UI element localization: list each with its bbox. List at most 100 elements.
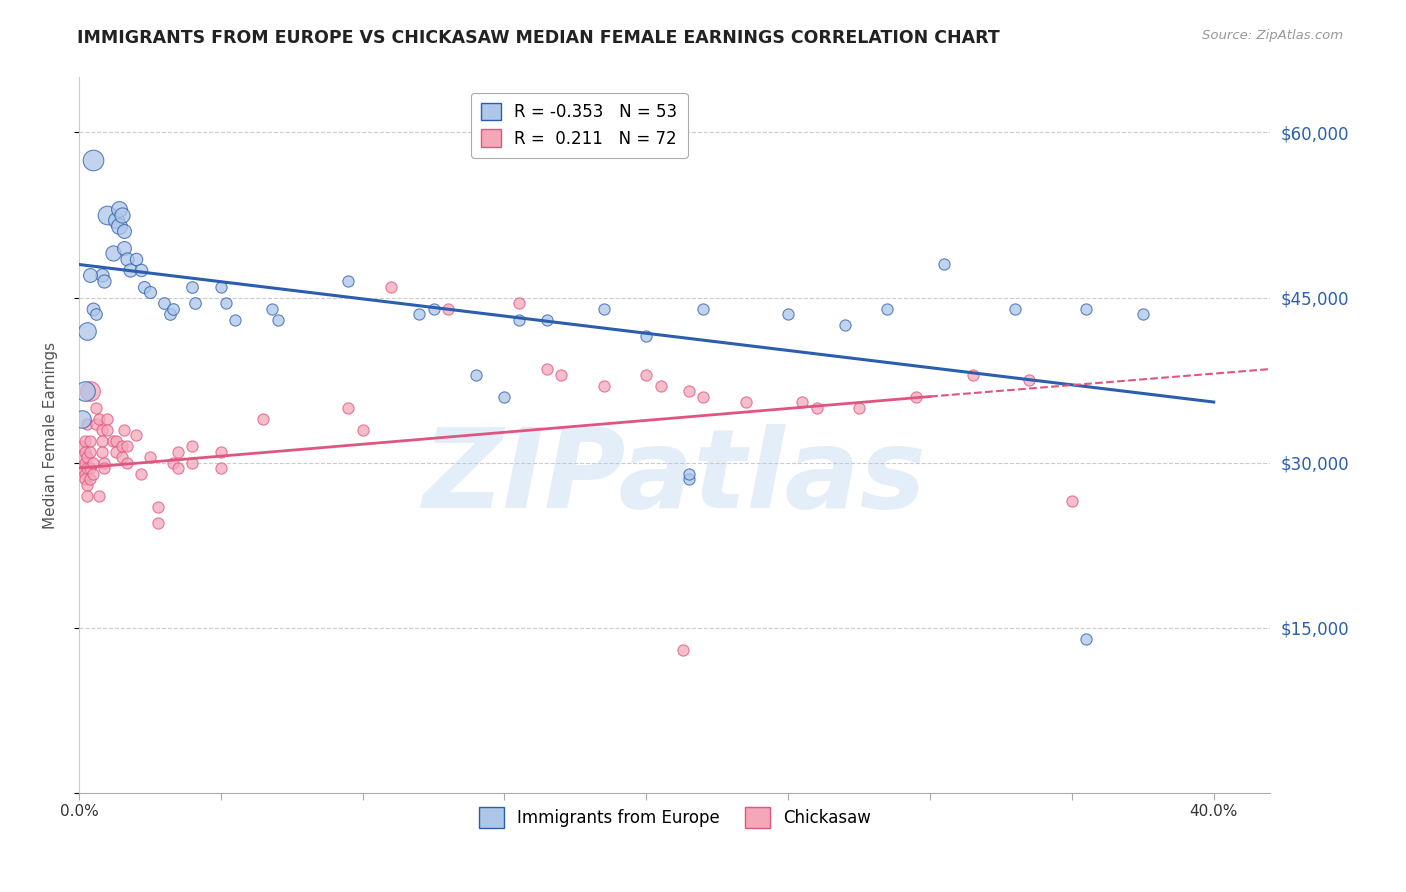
Point [73, 472, 96, 486]
Text: ZIPatlas: ZIPatlas [423, 425, 927, 532]
Point [224, 312, 246, 326]
Point [181, 439, 204, 453]
Point [1004, 301, 1026, 316]
Point [82, 456, 104, 470]
Point [592, 378, 614, 392]
Point [252, 411, 274, 425]
Legend: Immigrants from Europe, Chickasaw: Immigrants from Europe, Chickasaw [472, 801, 877, 834]
Point [792, 395, 814, 409]
Point [678, 384, 700, 398]
Point [678, 472, 700, 486]
Point [904, 390, 927, 404]
Point [104, 434, 127, 448]
Point [76, 324, 98, 338]
Point [494, 390, 516, 404]
Point [90, 444, 112, 458]
Point [115, 439, 138, 453]
Point [84, 401, 107, 415]
Point [167, 461, 190, 475]
Point [70, 439, 93, 453]
Point [536, 362, 558, 376]
Point [70, 461, 93, 475]
Point [508, 312, 530, 326]
Point [134, 279, 156, 293]
Point [181, 456, 204, 470]
Point [650, 378, 672, 392]
Point [115, 252, 138, 266]
Point [79, 384, 101, 398]
Point [96, 411, 118, 425]
Point [112, 423, 135, 437]
Point [90, 268, 112, 283]
Point [93, 456, 115, 470]
Point [73, 467, 96, 481]
Point [70, 450, 93, 464]
Point [266, 312, 288, 326]
Point [162, 456, 184, 470]
Point [692, 390, 714, 404]
Point [159, 307, 181, 321]
Point [115, 456, 138, 470]
Point [1018, 373, 1040, 387]
Point [592, 301, 614, 316]
Point [93, 274, 115, 288]
Text: Source: ZipAtlas.com: Source: ZipAtlas.com [1202, 29, 1343, 42]
Point [76, 489, 98, 503]
Point [73, 444, 96, 458]
Point [82, 467, 104, 481]
Point [73, 384, 96, 398]
Point [167, 444, 190, 458]
Point [101, 246, 124, 260]
Point [79, 268, 101, 283]
Point [70, 411, 93, 425]
Point [692, 301, 714, 316]
Point [1074, 632, 1097, 646]
Point [352, 423, 374, 437]
Point [139, 450, 162, 464]
Point [1060, 494, 1083, 508]
Point [82, 301, 104, 316]
Point [101, 434, 124, 448]
Point [1132, 307, 1154, 321]
Point [131, 467, 153, 481]
Point [162, 301, 184, 316]
Point [90, 423, 112, 437]
Point [104, 213, 127, 227]
Point [436, 301, 458, 316]
Point [84, 417, 107, 431]
Point [118, 263, 141, 277]
Point [96, 423, 118, 437]
Point [93, 461, 115, 475]
Point [79, 444, 101, 458]
Point [934, 258, 956, 272]
Point [508, 296, 530, 310]
Point [422, 301, 444, 316]
Point [96, 208, 118, 222]
Point [778, 307, 800, 321]
Point [806, 401, 828, 415]
Point [848, 401, 870, 415]
Point [408, 307, 430, 321]
Point [260, 301, 283, 316]
Point [104, 444, 127, 458]
Point [107, 202, 129, 217]
Point [153, 296, 176, 310]
Point [380, 279, 402, 293]
Point [148, 500, 170, 514]
Point [79, 434, 101, 448]
Point [87, 411, 110, 425]
Point [337, 401, 360, 415]
Point [834, 318, 856, 332]
Point [734, 395, 756, 409]
Point [76, 417, 98, 431]
Point [125, 252, 148, 266]
Point [139, 285, 162, 299]
Point [110, 439, 132, 453]
Point [73, 456, 96, 470]
Point [215, 296, 238, 310]
Point [209, 461, 232, 475]
Point [536, 312, 558, 326]
Point [337, 274, 360, 288]
Point [107, 219, 129, 233]
Point [209, 444, 232, 458]
